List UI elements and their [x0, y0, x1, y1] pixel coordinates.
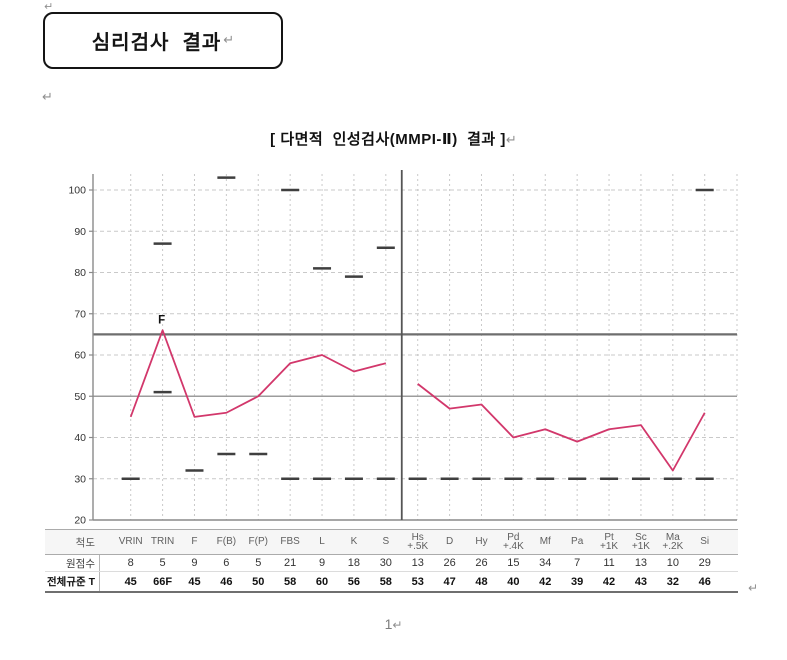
scale-header-row: 척도 VRIN TRIN F F(B) F(P) FBS L K S Hs +.5K D Hy Pd +.4…: [45, 530, 738, 555]
title-box: 심리검사 결과 ↵: [43, 12, 283, 69]
table-cell-t-vrin: 45: [124, 575, 137, 588]
table-cell-t-ma: 32: [666, 575, 679, 588]
table-cell-raw-d: 26: [443, 557, 456, 569]
svg-text:40: 40: [74, 432, 86, 444]
page-title: 심리검사 결과: [91, 32, 222, 54]
return-mark-icon: ↵: [748, 581, 759, 595]
table-cell-scale-sc: Sc +1K: [631, 531, 650, 552]
table-cell-t-pd: 40: [507, 575, 520, 588]
row-label-scale: 척도: [75, 536, 95, 549]
table-cell-scale-l: L: [319, 536, 325, 548]
svg-text:80: 80: [74, 267, 86, 279]
raw-score-row: 원점수 8 5 9 6 5 21 9 18 30 13 26 26 15 34 7 11 13 10 29: [45, 555, 738, 572]
table-cell-raw-pa: 7: [574, 557, 581, 569]
table-cell-t-hy: 48: [475, 575, 488, 588]
table-cell-t-f: 45: [188, 575, 201, 588]
table-cell-raw-sc: 13: [634, 557, 648, 569]
page-footer: 1↵: [0, 616, 787, 634]
table-cell-scale-f(p): F(P): [248, 536, 268, 548]
page-number: 1: [384, 616, 393, 632]
chart-title-row: [ 다면적 인성검사(MMPI-Ⅱ) 결과 ]↵: [0, 128, 787, 149]
table-cell-raw-f: 9: [191, 557, 198, 569]
table-cell-scale-fbs: FBS: [280, 536, 300, 548]
table-cell-raw-l: 9: [318, 557, 326, 569]
table-cell-scale-mf: Mf: [539, 536, 551, 548]
table-cell-raw-k: 18: [347, 557, 361, 569]
table-cell-t-d: 47: [443, 575, 456, 588]
table-cell-scale-hs: Hs +.5K: [407, 531, 429, 552]
table-cell-raw-si: 29: [698, 557, 711, 569]
mmpi-profile-chart: F 20 30 40 50 60 70 80 90 100: [68, 170, 738, 527]
table-cell-t-s: 58: [379, 575, 392, 588]
table-cell-scale-hy: Hy: [475, 536, 488, 548]
score-table: 척도 VRIN TRIN F F(B) F(P) FBS L K S Hs +.5K D Hy Pd +.4…: [45, 529, 738, 593]
table-cell-t-sc: 43: [634, 575, 648, 588]
svg-text:F: F: [158, 314, 165, 326]
table-cell-t-k: 56: [347, 575, 361, 588]
return-mark-icon: ↵: [392, 618, 403, 632]
row-label-raw: 원점수: [66, 557, 95, 570]
table-cell-t-l: 60: [315, 575, 329, 588]
svg-text:90: 90: [74, 226, 86, 238]
table-cell-raw-f(b): 6: [223, 557, 230, 569]
table-cell-scale-k: K: [350, 536, 358, 548]
table-cell-raw-vrin: 8: [127, 557, 134, 569]
return-mark-icon: ↵: [44, 0, 54, 13]
table-cell-scale-vrin: VRIN: [118, 536, 143, 548]
return-mark-icon: ↵: [505, 133, 517, 148]
table-cell-scale-pt: Pt +1K: [600, 531, 619, 552]
table-cell-t-trin: 66F: [153, 575, 173, 588]
table-cell-t-si: 46: [698, 575, 711, 588]
chart-title: [ 다면적 인성검사(MMPI-Ⅱ) 결과 ]: [270, 131, 506, 148]
table-cell-scale-pd: Pd +.4K: [502, 531, 524, 552]
table-divider: [99, 530, 100, 591]
table-cell-t-f(b): 46: [220, 575, 233, 588]
return-mark-icon: ↵: [223, 33, 235, 48]
svg-text:70: 70: [74, 308, 86, 320]
table-cell-t-fbs: 58: [284, 575, 297, 588]
svg-text:20: 20: [74, 515, 86, 527]
table-cell-raw-hy: 26: [475, 557, 488, 569]
table-cell-raw-pt: 11: [603, 557, 615, 569]
table-cell-scale-ma: Ma +.2K: [662, 531, 684, 552]
svg-text:30: 30: [74, 473, 86, 485]
table-cell-scale-si: Si: [700, 536, 710, 548]
table-cell-raw-f(p): 5: [255, 557, 262, 569]
svg-text:60: 60: [74, 350, 86, 362]
table-cell-scale-pa: Pa: [571, 536, 584, 548]
table-cell-raw-hs: 13: [411, 557, 424, 569]
table-cell-t-mf: 42: [539, 575, 552, 588]
table-cell-scale-f(b): F(B): [216, 536, 237, 548]
svg-text:50: 50: [74, 391, 86, 403]
table-cell-scale-s: S: [382, 536, 390, 548]
table-cell-raw-pd: 15: [507, 557, 520, 569]
table-cell-scale-d: D: [445, 536, 454, 548]
table-cell-raw-ma: 10: [666, 557, 679, 569]
table-cell-t-hs: 53: [411, 575, 424, 588]
table-cell-raw-trin: 5: [159, 557, 166, 569]
t-score-row: 전체규준 T 45 66F 45 46 50 58 60 56 58 53 47 48 40 42 39 42…: [45, 572, 738, 591]
table-cell-scale-f: F: [191, 536, 198, 548]
table-cell-t-pt: 42: [602, 575, 616, 588]
table-cell-raw-s: 30: [379, 557, 392, 569]
table-cell-scale-trin: TRIN: [150, 536, 175, 548]
table-cell-raw-fbs: 21: [284, 557, 297, 569]
table-cell-raw-mf: 34: [539, 557, 552, 569]
return-mark-icon: ↵: [42, 90, 53, 105]
table-cell-t-pa: 39: [571, 575, 584, 588]
row-label-t: 전체규준 T: [47, 576, 95, 588]
table-cell-t-f(p): 50: [252, 575, 265, 588]
svg-text:100: 100: [68, 185, 86, 197]
